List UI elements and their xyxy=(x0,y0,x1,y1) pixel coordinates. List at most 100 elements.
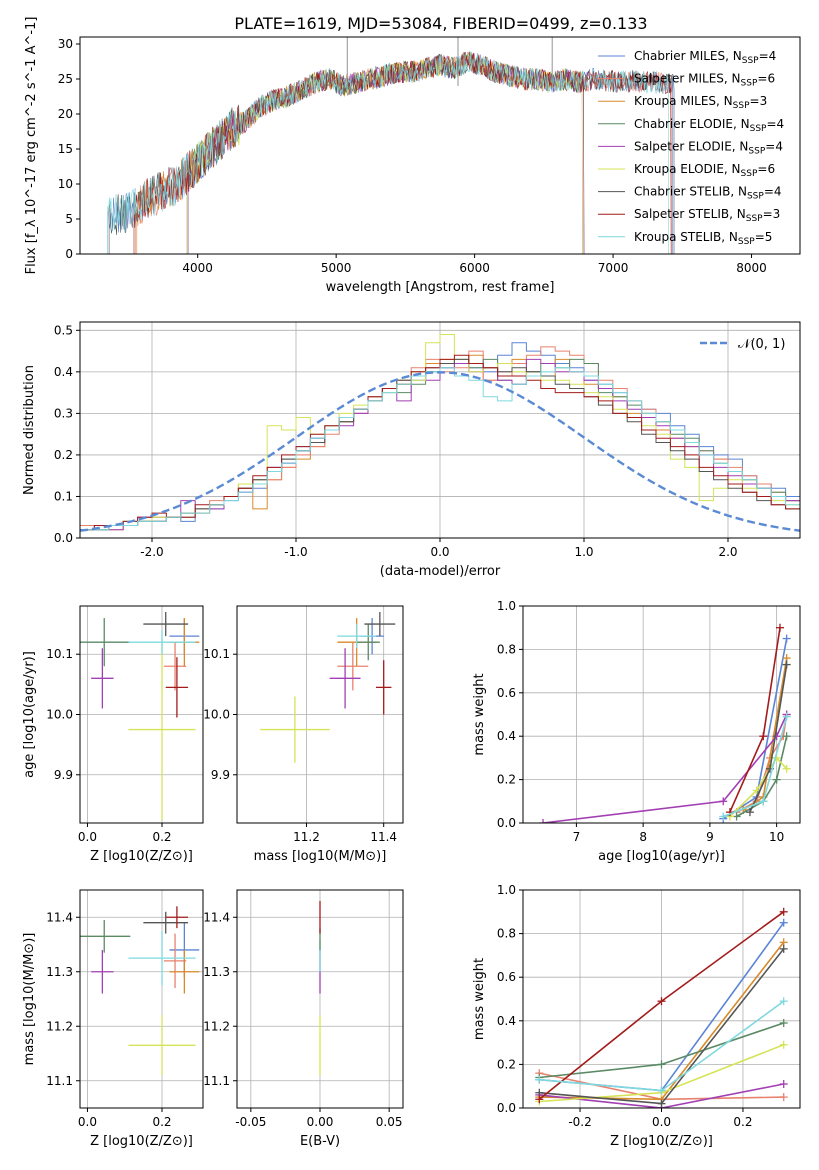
panel-residual-histogram: 𝒩(0, 1) -2.0 -1.0 0.0 1.0 2.0 0.0 0.1 0.2 0.3 0.4 0… xyxy=(22,321,801,579)
errorbar-kroupa_stelib xyxy=(337,624,376,649)
legend-label-salpeter_miles: Salpeter MILES, NSSP=6 xyxy=(634,72,775,89)
y-tick-label: 0.4 xyxy=(497,729,516,743)
legend-label-kroupa_miles: Kroupa MILES, NSSP=3 xyxy=(634,94,767,111)
errorbar-salpeter_elodie xyxy=(91,648,114,709)
weight-line-salpeter_elodie xyxy=(542,714,788,823)
errorbar-kroupa_stelib xyxy=(128,630,196,655)
plot-area xyxy=(107,37,675,254)
axes-frame xyxy=(79,889,204,1109)
x-tick-label: 5000 xyxy=(321,261,352,275)
y-tick-label: 10.0 xyxy=(203,708,230,722)
x-tick-label: 7000 xyxy=(598,261,629,275)
y-tick-label: 20 xyxy=(58,107,73,121)
x-tick-label: 11.2 xyxy=(293,830,320,844)
errorbar-kroupa_miles xyxy=(169,949,200,994)
y-tick-label: 30 xyxy=(58,37,73,51)
y-tick-label: 10.1 xyxy=(203,647,230,661)
x-axis-label: Z [log10(Z/Z⊙)] xyxy=(610,1134,713,1149)
y-tick-label: 10.0 xyxy=(46,708,73,722)
histogram-step-chabrier_stelib xyxy=(80,358,800,531)
y-axis-label: mass weight xyxy=(472,673,487,755)
y-tick-label: 0.4 xyxy=(497,1014,516,1028)
x-tick-label: 4000 xyxy=(182,261,213,275)
panel-age-vs-metallicity: 0.0 0.2 9.9 10.0 10.1 Z [log10(Z/Z⊙)] age [log… xyxy=(22,605,204,864)
x-tick-label: 6000 xyxy=(459,261,490,275)
x-tick-label: 0.0 xyxy=(430,545,449,559)
y-axis-label: mass [log10(M/M⊙)] xyxy=(22,933,37,1066)
y-tick-label: 0.0 xyxy=(497,1101,516,1115)
figure-title: PLATE=1619, MJD=53084, FIBERID=0499, z=0… xyxy=(234,14,647,33)
x-axis-label: Z [log10(Z/Z⊙)] xyxy=(90,849,193,864)
x-tick-label: 1.0 xyxy=(574,545,593,559)
x-tick-label: -0.05 xyxy=(235,1115,266,1129)
y-tick-label: 11.1 xyxy=(203,1074,230,1088)
legend-label-chabrier_miles: Chabrier MILES, NSSP=4 xyxy=(634,49,776,66)
errorbar-salpeter_miles xyxy=(163,642,187,691)
errorbar-salpeter_stelib xyxy=(375,660,392,715)
x-tick-label: 2.0 xyxy=(718,545,737,559)
plot-area xyxy=(80,334,800,532)
y-tick-label: 0.2 xyxy=(497,1057,516,1071)
x-tick-label: -0.2 xyxy=(568,1115,591,1129)
plot-area xyxy=(80,612,200,820)
y-tick-label: 1.0 xyxy=(497,599,516,613)
x-tick-label: 10 xyxy=(769,830,784,844)
y-tick-label: 0.0 xyxy=(497,816,516,830)
legend-label-chabrier_stelib: Chabrier STELIB, NSSP=4 xyxy=(634,185,782,202)
errorbar-chabrier_elodie xyxy=(80,618,131,667)
y-tick-label: 0.4 xyxy=(54,365,73,379)
y-tick-label: 15 xyxy=(58,142,73,156)
x-tick-label: 0.2 xyxy=(152,1115,171,1129)
x-tick-label: 0.05 xyxy=(376,1115,403,1129)
plot-area xyxy=(535,907,788,1108)
axes-frame xyxy=(522,605,801,824)
x-tick-label: 0.2 xyxy=(733,1115,752,1129)
histogram-step-kroupa_miles xyxy=(80,354,800,531)
panel-mass-vs-ebv: -0.05 0.00 0.05 11.1 11.2 11.3 11.4 E(B-V) xyxy=(203,889,404,1149)
plot-area xyxy=(260,612,396,763)
histogram-step-salpeter_stelib xyxy=(80,354,800,531)
errorbar-salpeter_elodie xyxy=(91,949,114,994)
weight-line-kroupa_miles xyxy=(742,657,788,811)
x-tick-label: 7 xyxy=(573,830,581,844)
y-tick-label: 11.4 xyxy=(46,910,73,924)
y-tick-label: 0.5 xyxy=(54,323,73,337)
histogram-step-salpeter_miles xyxy=(80,346,800,531)
y-tick-label: 11.1 xyxy=(46,1074,73,1088)
x-axis-label: mass [log10(M/M⊙)] xyxy=(254,849,387,864)
y-tick-label: 0.1 xyxy=(54,489,73,503)
weight-line-kroupa_elodie xyxy=(729,756,788,818)
y-tick-label: 5 xyxy=(65,212,73,226)
panel-mass-weight-vs-age: 7 8 9 10 0.0 0.2 0.4 0.6 0.8 1.0 age [log10(age/yr… xyxy=(472,599,801,864)
errorbar-salpeter_miles xyxy=(163,933,187,989)
y-tick-label: 9.9 xyxy=(54,768,73,782)
y-tick-label: 9.9 xyxy=(211,768,230,782)
errorbar-kroupa_elodie xyxy=(260,696,330,763)
legend-label-normal: 𝒩(0, 1) xyxy=(738,337,785,352)
y-tick-label: 0.6 xyxy=(497,970,516,984)
y-axis-label: Normed distribution xyxy=(22,365,37,495)
y-axis-label: Flux [f_λ 10^-17 erg cm^-2 s^-1 A^-1] xyxy=(24,17,39,275)
panel-spectrum: 4000 5000 6000 7000 8000 0 5 10 15 20 25 30 waveleng… xyxy=(24,17,801,295)
panel-mass-vs-metallicity: 0.0 0.2 11.1 11.2 11.3 11.4 Z [log10(Z/Z⊙)] mas… xyxy=(22,889,204,1149)
x-tick-label: 8000 xyxy=(736,261,767,275)
errorbar-salpeter_elodie xyxy=(329,648,361,709)
errorbar-kroupa_stelib xyxy=(128,930,196,986)
y-tick-label: 10 xyxy=(58,177,73,191)
y-tick-label: 11.3 xyxy=(203,965,230,979)
y-tick-label: 0.0 xyxy=(54,531,73,545)
y-tick-label: 11.2 xyxy=(203,1019,230,1033)
errorbar-salpeter_stelib xyxy=(165,657,189,718)
series-line-kroupa_stelib xyxy=(107,51,669,254)
errorbar-kroupa_elodie xyxy=(128,639,196,820)
panel-mass-weight-vs-metallicity: -0.2 0.0 0.2 0.0 0.2 0.4 0.6 0.8 1.0 Z [log10(Z/Z… xyxy=(472,883,801,1149)
errorbar-chabrier_stelib xyxy=(143,911,189,934)
errorbar-chabrier_elodie xyxy=(80,919,131,953)
plot-area xyxy=(539,623,791,823)
y-tick-label: 0.6 xyxy=(497,686,516,700)
errorbar-kroupa_elodie xyxy=(128,1015,196,1076)
x-tick-label: 0.0 xyxy=(652,1115,671,1129)
histogram-step-kroupa_stelib xyxy=(80,367,800,531)
y-axis-label: mass weight xyxy=(472,958,487,1040)
